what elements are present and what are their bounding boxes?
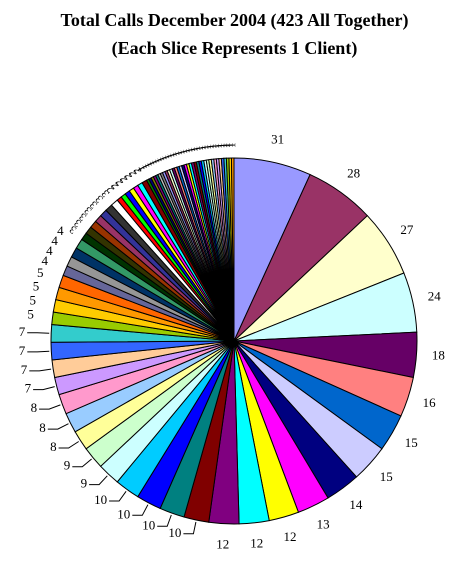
leader-line [58, 441, 79, 449]
slice-data-label: 1 [157, 154, 170, 163]
pie-slice [230, 157, 235, 342]
slice-data-label: 7 [19, 343, 26, 358]
slice-data-label: 1 [152, 156, 165, 166]
slice-data-label: 2 [117, 174, 130, 185]
slice-data-label: 15 [405, 435, 418, 450]
slice-data-label: 2 [104, 183, 117, 195]
slice-data-label: 13 [317, 517, 330, 532]
slice-data-label: 8 [50, 439, 57, 454]
slice-data-label: 5 [30, 292, 37, 307]
leader-line [27, 332, 50, 334]
slice-data-label: 1 [159, 153, 172, 162]
slice-data-label: 2 [109, 180, 122, 192]
slice-data-label: 7 [25, 381, 32, 396]
slice-data-label: 27 [400, 222, 414, 237]
slice-data-label: 2 [126, 168, 139, 179]
chart-title: Total Calls December 2004 (423 All Toget… [60, 10, 409, 30]
slice-data-label: 1 [167, 150, 180, 159]
slice-data-label: 7 [21, 362, 28, 377]
slice-data-label: 3 [67, 223, 79, 236]
slice-data-label: 1 [137, 162, 150, 172]
slice-data-label: 8 [39, 420, 46, 435]
slice-data-label: 1 [188, 145, 201, 153]
slice-data-label: 4 [51, 233, 58, 248]
slice-data-label: 1 [199, 144, 212, 151]
leader-line [183, 521, 197, 535]
slice-data-label: 10 [142, 517, 155, 532]
leader-line [47, 423, 69, 430]
slice-data-label: 10 [117, 506, 130, 521]
slice-data-label: 2 [113, 177, 126, 188]
leader-line [72, 458, 92, 468]
slice-data-label: 1 [218, 142, 230, 148]
slice-data-label: 1 [191, 145, 204, 153]
slice-data-label: 1 [135, 163, 148, 174]
slice-data-label: 1 [147, 158, 160, 168]
slice-data-label: 1 [215, 143, 227, 149]
slice-data-label: 12 [284, 529, 297, 544]
slice-data-label: 1 [185, 146, 198, 154]
slice-data-label: 1 [193, 145, 206, 152]
slice-data-label: 1 [207, 143, 220, 150]
slice-data-label: 12 [216, 537, 229, 552]
slice-data-label: 2 [122, 171, 135, 182]
slice-data-label: 12 [250, 536, 263, 551]
leader-line [132, 504, 149, 516]
leader-line [157, 514, 172, 527]
slice-data-label: 1 [226, 142, 238, 148]
slice-data-label: 1 [172, 149, 185, 158]
slice-data-label: 5 [27, 306, 34, 321]
leader-line [39, 404, 61, 410]
slice-data-label: 28 [347, 165, 360, 180]
slice-data-label: 2 [131, 165, 144, 176]
slice-data-label: 1 [142, 160, 155, 170]
slice-data-label: 9 [81, 476, 88, 491]
slice-data-label: 1 [164, 151, 177, 160]
leader-line [27, 350, 50, 353]
slice-data-label: 1 [223, 142, 235, 148]
slice-data-label: 15 [380, 469, 393, 484]
slice-data-label: 9 [64, 458, 71, 473]
leader-line [89, 475, 108, 486]
slice-data-label: 4 [46, 243, 53, 258]
slice-data-label: 1 [180, 147, 193, 155]
chart-subtitle: (Each Slice Represents 1 Client) [111, 38, 358, 58]
slice-data-label: 5 [33, 279, 40, 294]
slice-data-label: 4 [57, 223, 64, 238]
slice-data-label: 7 [19, 324, 26, 339]
slice-data-label: 1 [204, 143, 217, 150]
slice-data-label: 1 [210, 143, 222, 150]
slice-data-label: 18 [432, 348, 445, 363]
leader-line [29, 368, 52, 372]
slice-data-label: 1 [202, 144, 215, 151]
slice-data-label: 24 [428, 288, 442, 303]
slice-data-label: 1 [162, 152, 175, 161]
slice-data-label: 14 [349, 497, 363, 512]
slice-data-label: 1 [183, 146, 196, 154]
slice-data-label: 10 [168, 525, 181, 540]
leader-line [33, 386, 55, 391]
slice-data-label: 10 [94, 492, 107, 507]
slice-data-label: 1 [196, 144, 209, 151]
slice-data-label: 31 [271, 132, 284, 147]
slice-data-label: 1 [175, 148, 188, 157]
slice-data-label: 1 [221, 142, 233, 148]
slice-data-label: 1 [177, 148, 190, 156]
slice-data-label: 1 [139, 161, 152, 171]
slice-data-label: 8 [31, 400, 38, 415]
slice-data-label: 16 [423, 395, 437, 410]
slice-data-label: 1 [144, 159, 157, 169]
slice-data-label: 1 [170, 150, 183, 159]
slice-data-label: 1 [154, 155, 167, 165]
slice-data-label: 1 [212, 143, 224, 149]
leader-line [109, 491, 127, 502]
slice-data-label: 1 [149, 157, 162, 167]
slice-data-label: 5 [37, 265, 44, 280]
slice-data-label: 4 [41, 253, 48, 268]
